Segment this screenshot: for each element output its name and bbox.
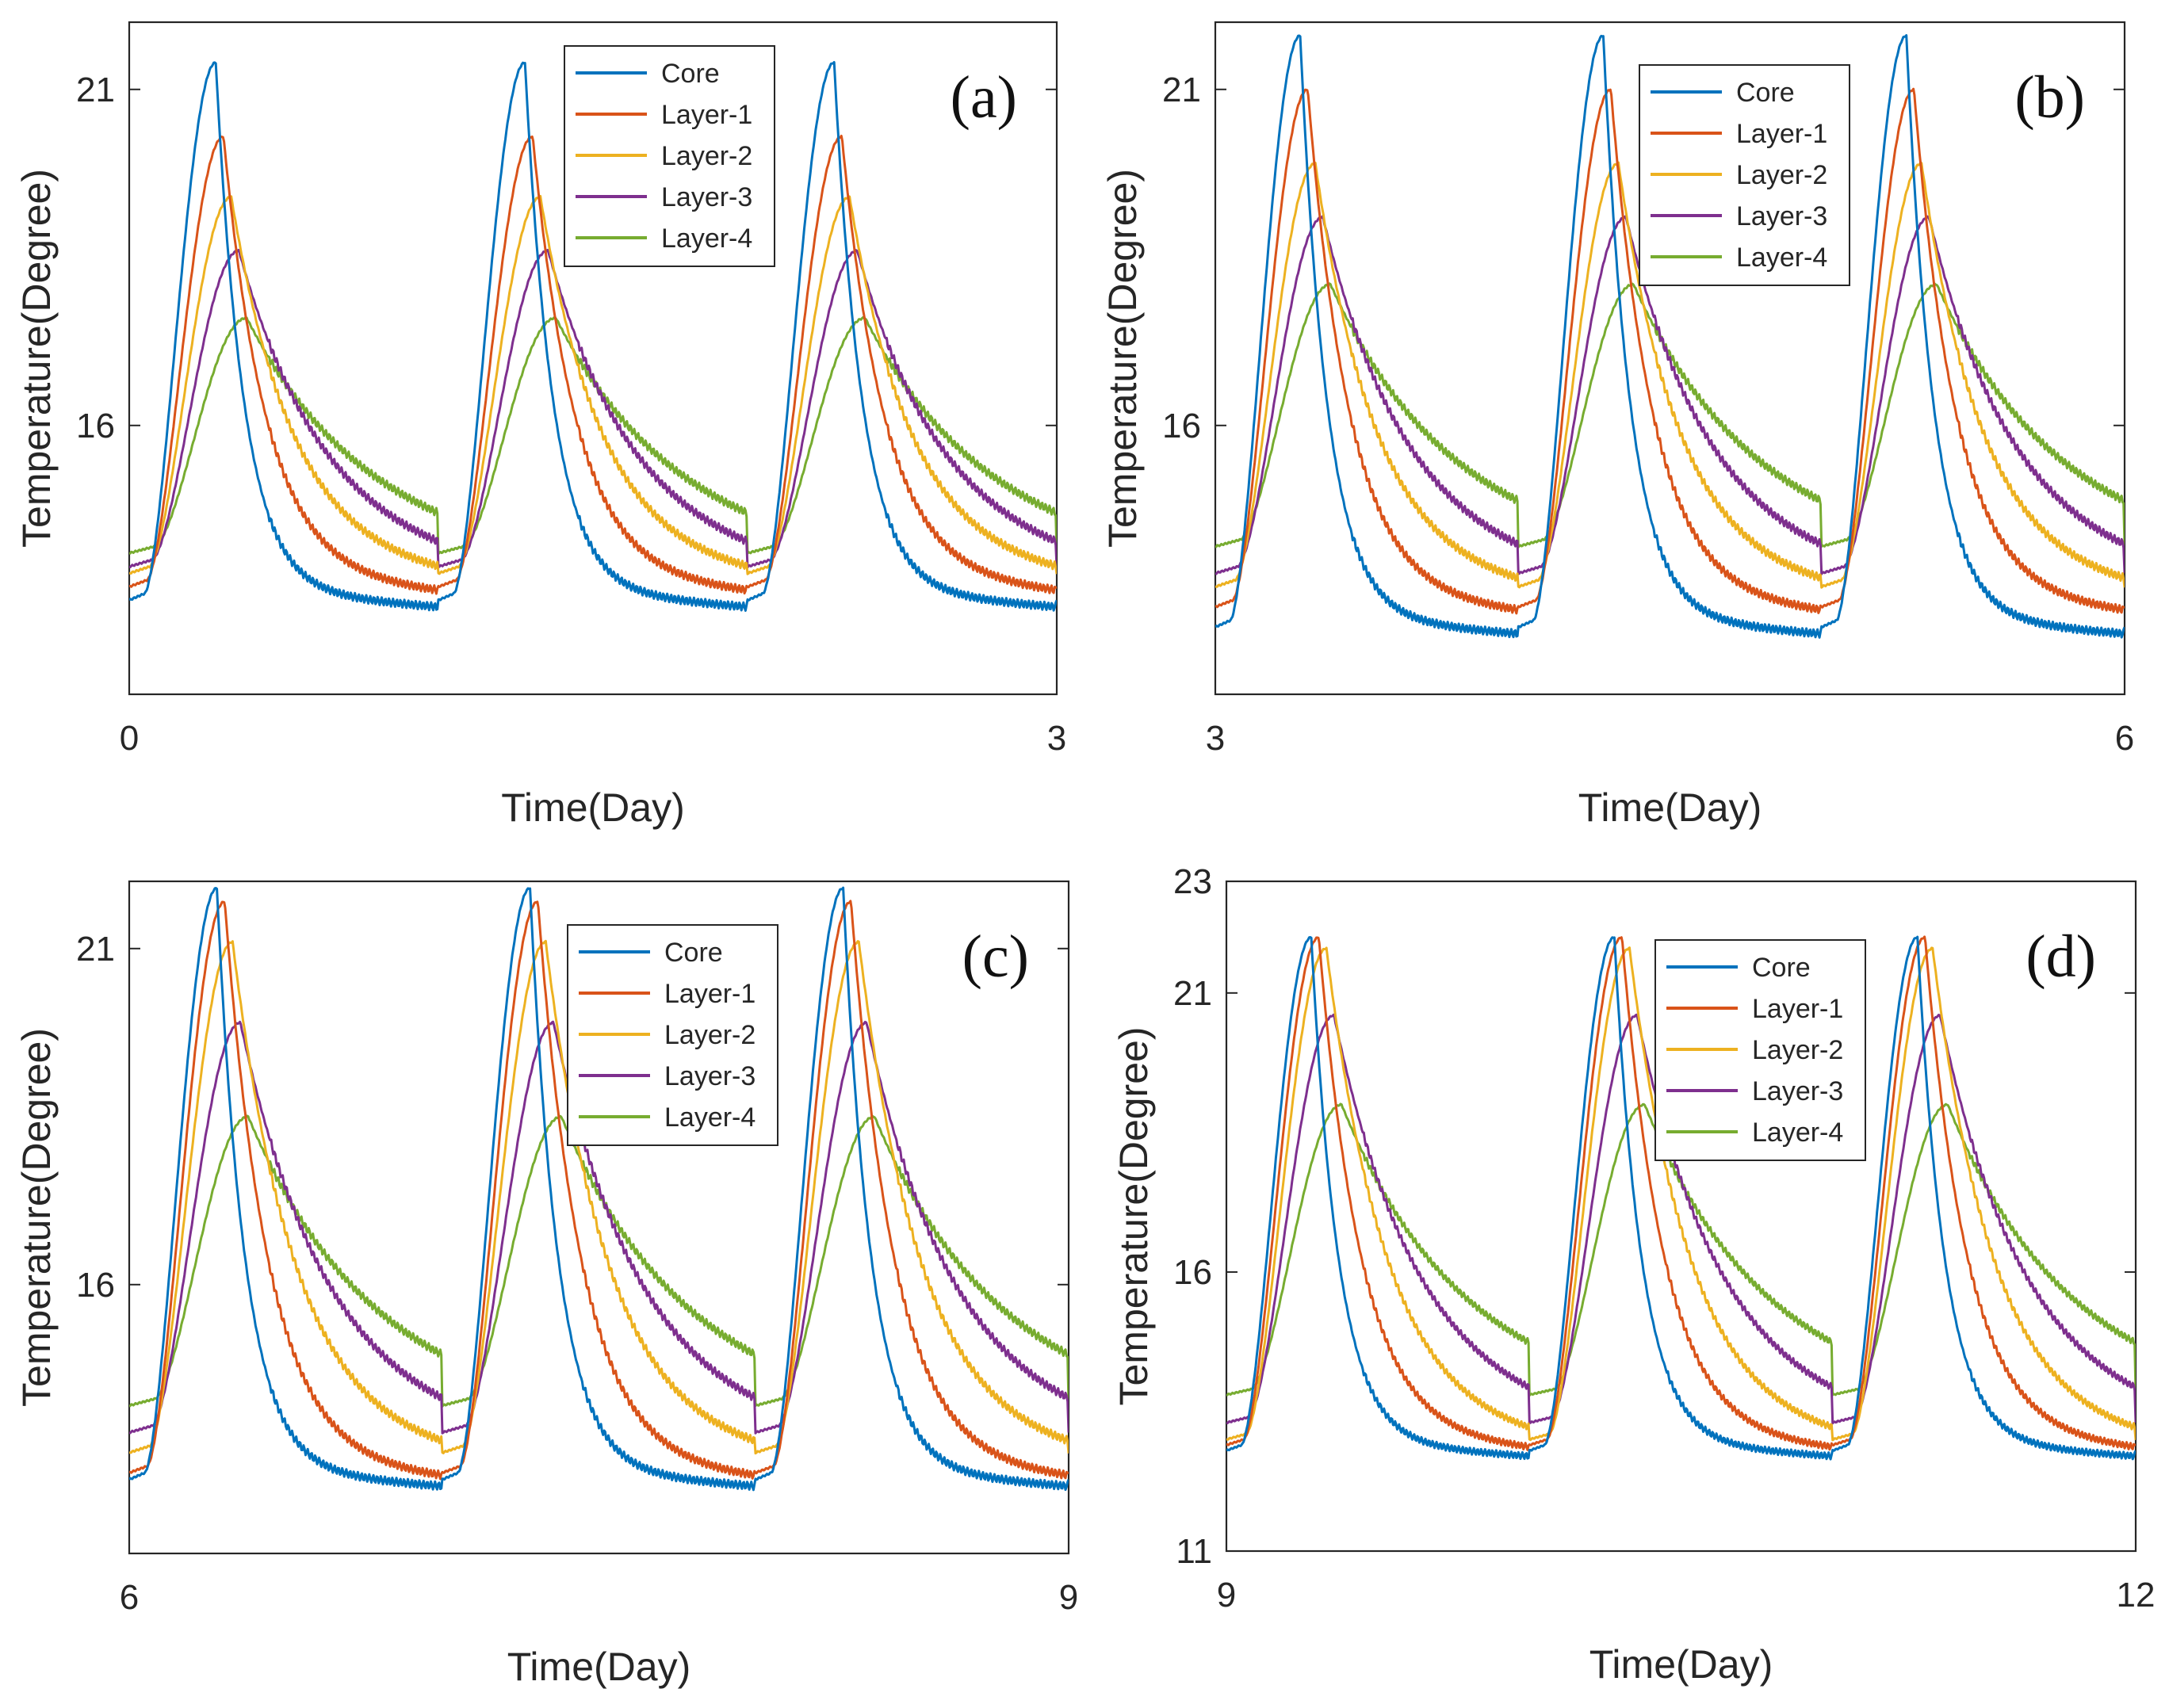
series-line-layer-3: [129, 248, 1057, 569]
legend-entry: Layer-1: [1736, 119, 1827, 149]
x-tick-label: 9: [1217, 1576, 1236, 1614]
legend-entry: Core: [1736, 78, 1795, 108]
series-line-core: [129, 886, 1069, 1492]
legend: Core Layer-1 Layer-2 Layer-3 Layer-4: [567, 924, 778, 1146]
series-line-layer-2: [129, 939, 1069, 1455]
series-line-core: [1226, 935, 2136, 1461]
x-tick-label: 0: [120, 719, 139, 758]
panel-label: (d): [2026, 923, 2096, 990]
panel-label: (a): [951, 64, 1017, 131]
series-line-layer-1: [1226, 935, 2136, 1451]
series-line-core: [1215, 34, 2125, 639]
legend-entry: Layer-2: [661, 141, 752, 171]
x-tick-label: 9: [1059, 1578, 1078, 1617]
legend: Core Layer-1 Layer-2 Layer-3 Layer-4: [1654, 939, 1866, 1161]
y-tick-label: 16: [76, 407, 115, 445]
series-line-layer-3: [1226, 1013, 2136, 1425]
chart-panel-c: 16 21 6 9 Time(Day) Temperature(Degree) (c) Cor…: [14, 880, 1078, 1689]
legend-entry: Layer-3: [1752, 1076, 1843, 1106]
chart-panel-d: 11 16 21 23 9 12 Time(Day) Temperature(Degree) (…: [1111, 862, 2155, 1687]
y-axis-label: Temperature(Degree): [14, 1028, 59, 1407]
series-line-layer-2: [1226, 946, 2136, 1442]
series-line-core: [129, 61, 1057, 612]
legend-entry: Core: [661, 59, 720, 89]
x-axis-label: Time(Day): [1578, 785, 1762, 830]
panel-label: (c): [962, 923, 1029, 990]
legend-entry: Layer-4: [1752, 1118, 1843, 1148]
x-tick-label: 12: [2117, 1576, 2156, 1614]
series-line-layer-3: [1215, 215, 2125, 575]
x-tick-label: 3: [1206, 719, 1225, 758]
legend-entry: Layer-1: [1752, 994, 1843, 1024]
series-group: [1215, 34, 2125, 639]
x-tick-label: 6: [2115, 719, 2134, 758]
legend-entry: Layer-3: [1736, 201, 1827, 231]
y-axis-label: Temperature(Degree): [14, 169, 59, 548]
chart-panel-b: 16 21 3 6 Time(Day) Temperature(Degree) (b) Cor…: [1100, 21, 2134, 830]
legend-entry: Layer-1: [664, 979, 756, 1009]
chart-panel-a: 16 21 0 3 Time(Day) Temperature(Degree) (a) Cor…: [14, 21, 1066, 830]
y-tick-label: 21: [1162, 71, 1201, 109]
y-tick-label: 16: [76, 1266, 115, 1305]
x-axis-label: Time(Day): [1589, 1642, 1773, 1687]
legend-entry: Layer-2: [664, 1020, 756, 1050]
x-tick-label: 6: [120, 1578, 139, 1617]
series-group: [129, 61, 1057, 612]
y-tick-label: 23: [1173, 862, 1212, 901]
legend-entry: Layer-2: [1752, 1035, 1843, 1065]
legend-entry: Core: [1752, 953, 1811, 983]
series-line-layer-1: [1215, 87, 2125, 615]
series-group: [129, 886, 1069, 1492]
legend: Core Layer-1 Layer-2 Layer-3 Layer-4: [564, 45, 775, 267]
y-tick-label: 21: [1173, 974, 1212, 1013]
y-tick-label: 16: [1162, 407, 1201, 445]
y-axis-label: Temperature(Degree): [1100, 169, 1145, 548]
x-tick-label: 3: [1047, 719, 1066, 758]
y-tick-label: 21: [76, 930, 115, 969]
series-line-layer-2: [129, 195, 1057, 575]
y-tick-label: 21: [76, 71, 115, 109]
series-line-layer-1: [129, 900, 1069, 1481]
y-tick-label: 11: [1176, 1532, 1212, 1571]
legend-entry: Layer-1: [661, 100, 752, 130]
x-axis-label: Time(Day): [507, 1645, 690, 1689]
x-axis-label: Time(Day): [501, 785, 684, 830]
legend-entry: Layer-2: [1736, 160, 1827, 190]
legend-entry: Layer-3: [664, 1061, 756, 1091]
legend-entry: Layer-4: [664, 1102, 756, 1133]
legend-entry: Layer-4: [1736, 243, 1827, 273]
series-line-layer-3: [129, 1020, 1069, 1435]
series-line-layer-1: [129, 135, 1057, 595]
legend: Core Layer-1 Layer-2 Layer-3 Layer-4: [1639, 64, 1850, 286]
y-axis-label: Temperature(Degree): [1111, 1027, 1156, 1406]
series-line-layer-2: [1215, 161, 2125, 589]
series-group: [1226, 935, 2136, 1461]
legend-entry: Layer-3: [661, 182, 752, 212]
panel-label: (b): [2014, 64, 2085, 131]
legend-entry: Layer-4: [661, 224, 752, 254]
legend-entry: Core: [664, 938, 723, 968]
y-tick-label: 16: [1173, 1253, 1212, 1292]
